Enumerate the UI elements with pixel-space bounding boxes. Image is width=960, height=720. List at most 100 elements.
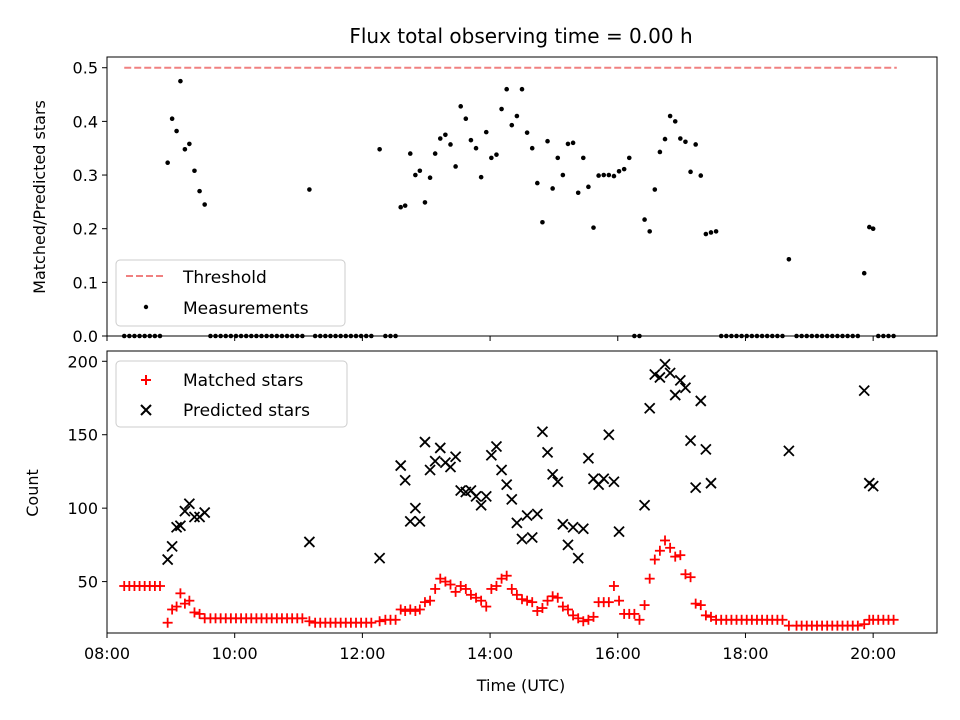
matched-star-point [419, 597, 430, 608]
measurement-point [192, 168, 197, 174]
measurement-point [693, 142, 698, 147]
measurement-point [662, 136, 668, 142]
count-panel-xtick-label: 12:00 [339, 644, 385, 663]
measurement-point [621, 166, 627, 172]
measurement-point [514, 113, 520, 119]
matched-star-point [654, 545, 665, 556]
predicted-star-point [705, 477, 717, 489]
matched-star-point [410, 605, 421, 616]
predicted-star-point [414, 515, 426, 528]
ratio-panel-ytick-label: 0.1 [73, 273, 98, 292]
matched-star-point [496, 573, 507, 584]
matched-star-point [184, 595, 195, 606]
measurement-point [174, 128, 179, 134]
ratio-panel-frame [106, 56, 938, 337]
matched-star-point [414, 604, 425, 615]
measurement-point [499, 106, 504, 112]
matched-star-point [189, 607, 200, 618]
measurement-point [529, 145, 535, 151]
measurement-point [524, 130, 530, 135]
predicted-star-point [644, 402, 656, 414]
predicted-star-point [404, 515, 416, 528]
matched-star-point [374, 616, 385, 627]
measurement-point [468, 137, 474, 143]
measurement-point [453, 164, 458, 169]
predicted-star-point [598, 473, 610, 485]
measurement-point [611, 173, 617, 179]
measurement-point [417, 168, 423, 174]
matched-star-point [690, 598, 701, 609]
measurement-point [601, 172, 607, 178]
measurement-point [591, 225, 596, 230]
matched-star-point [425, 595, 436, 606]
count-panel-ytick-label: 50 [78, 573, 98, 592]
matched-star-point [685, 572, 696, 583]
matched-star-point [175, 588, 186, 599]
measurement-point [586, 184, 591, 190]
predicted-star-point [199, 506, 211, 519]
predicted-star-point [536, 426, 549, 438]
matched-star-point [603, 597, 614, 608]
measurement-point [307, 187, 312, 192]
matched-star-point [481, 601, 492, 612]
count-panel-ytick-label: 200 [67, 352, 98, 371]
measurement-point [580, 155, 586, 161]
measurement-point [443, 132, 448, 138]
measurement-point [489, 155, 494, 161]
matched-star-point [400, 605, 411, 616]
matched-star-point [506, 583, 517, 594]
measurement-point [432, 151, 438, 156]
matched-star-point [670, 551, 681, 562]
predicted-star-point [179, 505, 191, 517]
matched-star-point [695, 600, 706, 611]
predicted-star-point [303, 536, 316, 548]
predicted-star-point [572, 552, 584, 564]
matched-star-point [162, 617, 173, 628]
measurement-point [698, 173, 704, 178]
predicted-star-point [485, 449, 497, 461]
matched-star-point [573, 613, 584, 624]
predicted-legend-label: Predicted stars [183, 401, 310, 421]
predicted-star-point [547, 468, 559, 481]
measurement-point [535, 180, 540, 186]
predicted-star-point [373, 552, 386, 564]
measurement-point [570, 140, 576, 146]
matched-star-point [390, 614, 401, 625]
count-panel-xlabel: Time (UTC) [476, 676, 565, 695]
predicted-star-point [490, 440, 503, 453]
matched-star-point [675, 550, 686, 561]
predicted-star-point [690, 481, 702, 494]
measurement-point [642, 217, 647, 222]
measurement-point [377, 146, 382, 152]
ratio-panel-legend: Threshold Measurements [115, 259, 346, 327]
matched-star-point [491, 581, 502, 591]
predicted-star-point [501, 479, 513, 491]
count-panel-ticks: 50 100 150 200 08:00 10:00 12:00 14:00 16:00 18:0… [67, 352, 896, 663]
matched-star-point [649, 554, 660, 565]
predicted-star-point [679, 382, 692, 394]
legend-box [115, 360, 348, 428]
predicted-star-point [449, 451, 462, 463]
predicted-star-point [174, 520, 187, 532]
count-panel-data [119, 358, 899, 631]
predicted-star-point [495, 464, 508, 476]
matched-star-point [859, 619, 870, 630]
matched-star-point [476, 595, 487, 606]
measurement-point [402, 203, 408, 208]
measurement-point [463, 116, 469, 122]
predicted-star-point [470, 490, 482, 503]
matched-star-point [455, 581, 466, 591]
predicted-star-point [516, 533, 528, 545]
count-panel-frame [106, 350, 938, 634]
predicted-star-point [608, 476, 620, 488]
measurement-point [667, 113, 673, 119]
measurement-legend-label: Measurements [183, 299, 309, 319]
matched-star-point [639, 600, 650, 611]
count-panel-xtick-label: 10:00 [212, 644, 258, 663]
measurement-point [448, 142, 453, 147]
measurement-point [688, 169, 693, 175]
measurement-point [786, 256, 792, 262]
matched-star-point [552, 592, 563, 603]
matched-star-point [568, 610, 579, 621]
